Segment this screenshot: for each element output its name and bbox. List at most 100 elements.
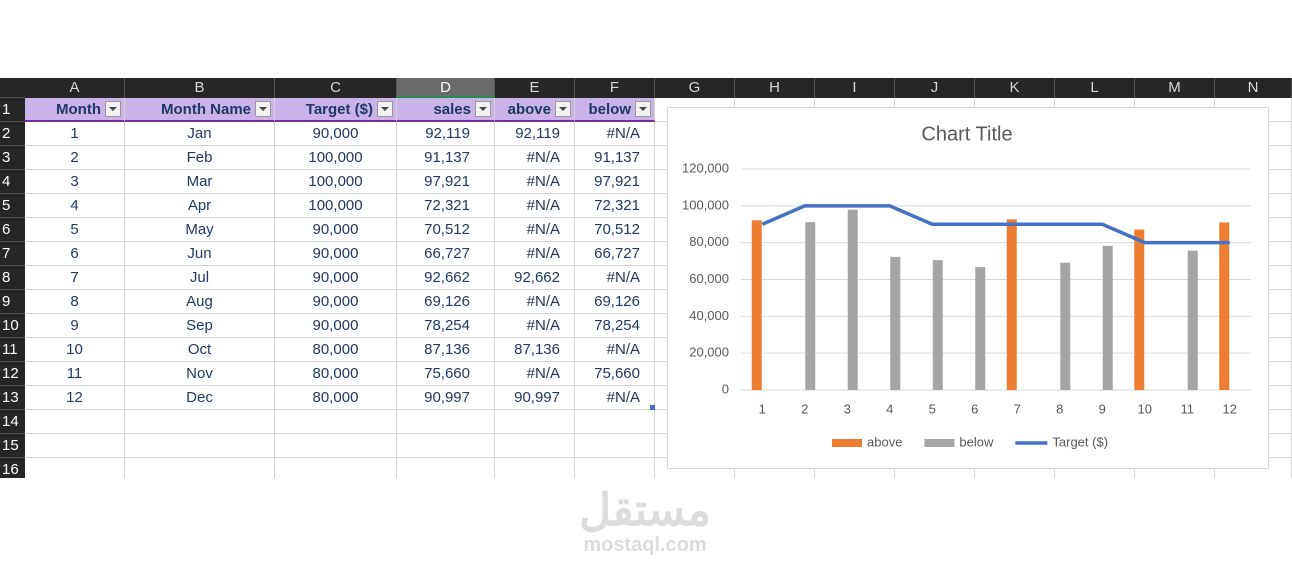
data-cell[interactable]: 90,000	[275, 218, 397, 242]
filter-button[interactable]	[555, 101, 571, 117]
data-cell[interactable]: Jan	[125, 122, 275, 146]
data-cell[interactable]: Aug	[125, 290, 275, 314]
empty-cell[interactable]	[25, 458, 125, 478]
column-header[interactable]: I	[815, 78, 895, 98]
data-cell[interactable]: Jun	[125, 242, 275, 266]
data-cell[interactable]: Dec	[125, 386, 275, 410]
data-cell[interactable]: #N/A	[495, 218, 575, 242]
data-cell[interactable]: 8	[25, 290, 125, 314]
row-header[interactable]: 1	[0, 98, 25, 122]
data-cell[interactable]: #N/A	[575, 266, 655, 290]
data-cell[interactable]: Sep	[125, 314, 275, 338]
data-cell[interactable]: 72,321	[397, 194, 495, 218]
data-cell[interactable]: #N/A	[495, 290, 575, 314]
row-header[interactable]: 8	[0, 266, 25, 290]
row-header[interactable]: 11	[0, 338, 25, 362]
data-cell[interactable]: 1	[25, 122, 125, 146]
column-header[interactable]: J	[895, 78, 975, 98]
data-cell[interactable]: 97,921	[575, 170, 655, 194]
row-header[interactable]: 16	[0, 458, 25, 478]
data-cell[interactable]: Jul	[125, 266, 275, 290]
data-cell[interactable]: 75,660	[575, 362, 655, 386]
row-header[interactable]: 6	[0, 218, 25, 242]
row-header[interactable]: 7	[0, 242, 25, 266]
column-header[interactable]: M	[1135, 78, 1215, 98]
column-header[interactable]: B	[125, 78, 275, 98]
empty-cell[interactable]	[125, 434, 275, 458]
empty-cell[interactable]	[25, 410, 125, 434]
empty-cell[interactable]	[495, 410, 575, 434]
data-cell[interactable]: #N/A	[575, 338, 655, 362]
empty-cell[interactable]	[397, 410, 495, 434]
data-cell[interactable]: 87,136	[495, 338, 575, 362]
data-cell[interactable]: 100,000	[275, 170, 397, 194]
empty-cell[interactable]	[125, 458, 275, 478]
data-cell[interactable]: 92,662	[495, 266, 575, 290]
empty-cell[interactable]	[575, 434, 655, 458]
data-cell[interactable]: 90,997	[397, 386, 495, 410]
column-header[interactable]: G	[655, 78, 735, 98]
empty-cell[interactable]	[575, 410, 655, 434]
row-header[interactable]: 3	[0, 146, 25, 170]
row-header[interactable]: 15	[0, 434, 25, 458]
filter-button[interactable]	[475, 101, 491, 117]
row-header[interactable]: 9	[0, 290, 25, 314]
filter-button[interactable]	[105, 101, 121, 117]
empty-cell[interactable]	[275, 410, 397, 434]
row-header[interactable]: 10	[0, 314, 25, 338]
data-cell[interactable]: #N/A	[575, 122, 655, 146]
data-cell[interactable]: #N/A	[495, 242, 575, 266]
data-cell[interactable]: 75,660	[397, 362, 495, 386]
filter-button[interactable]	[377, 101, 393, 117]
data-cell[interactable]: 90,000	[275, 266, 397, 290]
data-cell[interactable]: 91,137	[575, 146, 655, 170]
data-cell[interactable]: #N/A	[495, 194, 575, 218]
data-cell[interactable]: 90,997	[495, 386, 575, 410]
data-cell[interactable]: 12	[25, 386, 125, 410]
data-cell[interactable]: #N/A	[495, 314, 575, 338]
data-cell[interactable]: 70,512	[575, 218, 655, 242]
filter-button[interactable]	[255, 101, 271, 117]
data-cell[interactable]: #N/A	[495, 170, 575, 194]
empty-cell[interactable]	[575, 458, 655, 478]
data-cell[interactable]: 78,254	[397, 314, 495, 338]
data-cell[interactable]: 2	[25, 146, 125, 170]
data-cell[interactable]: 6	[25, 242, 125, 266]
column-header[interactable]: E	[495, 78, 575, 98]
empty-cell[interactable]	[495, 434, 575, 458]
row-header[interactable]: 4	[0, 170, 25, 194]
row-header[interactable]: 5	[0, 194, 25, 218]
column-header[interactable]: A	[25, 78, 125, 98]
data-cell[interactable]: #N/A	[495, 362, 575, 386]
data-cell[interactable]: 7	[25, 266, 125, 290]
row-header[interactable]: 13	[0, 386, 25, 410]
data-cell[interactable]: 4	[25, 194, 125, 218]
data-cell[interactable]: 80,000	[275, 338, 397, 362]
empty-cell[interactable]	[275, 458, 397, 478]
empty-cell[interactable]	[495, 458, 575, 478]
column-header[interactable]: N	[1215, 78, 1292, 98]
data-cell[interactable]: 78,254	[575, 314, 655, 338]
row-header[interactable]: 14	[0, 410, 25, 434]
data-cell[interactable]: Oct	[125, 338, 275, 362]
data-cell[interactable]: 69,126	[575, 290, 655, 314]
data-cell[interactable]: 91,137	[397, 146, 495, 170]
data-cell[interactable]: 80,000	[275, 362, 397, 386]
data-cell[interactable]: 72,321	[575, 194, 655, 218]
data-cell[interactable]: #N/A	[495, 146, 575, 170]
column-header[interactable]: F	[575, 78, 655, 98]
row-header[interactable]: 12	[0, 362, 25, 386]
data-cell[interactable]: 69,126	[397, 290, 495, 314]
data-cell[interactable]: 100,000	[275, 146, 397, 170]
data-cell[interactable]: 66,727	[575, 242, 655, 266]
column-header[interactable]: K	[975, 78, 1055, 98]
empty-cell[interactable]	[397, 434, 495, 458]
data-cell[interactable]: May	[125, 218, 275, 242]
filter-button[interactable]	[635, 101, 651, 117]
data-cell[interactable]: 92,119	[495, 122, 575, 146]
row-header[interactable]: 2	[0, 122, 25, 146]
column-header[interactable]: D	[397, 78, 495, 98]
empty-cell[interactable]	[275, 434, 397, 458]
data-cell[interactable]: 100,000	[275, 194, 397, 218]
data-cell[interactable]: 5	[25, 218, 125, 242]
